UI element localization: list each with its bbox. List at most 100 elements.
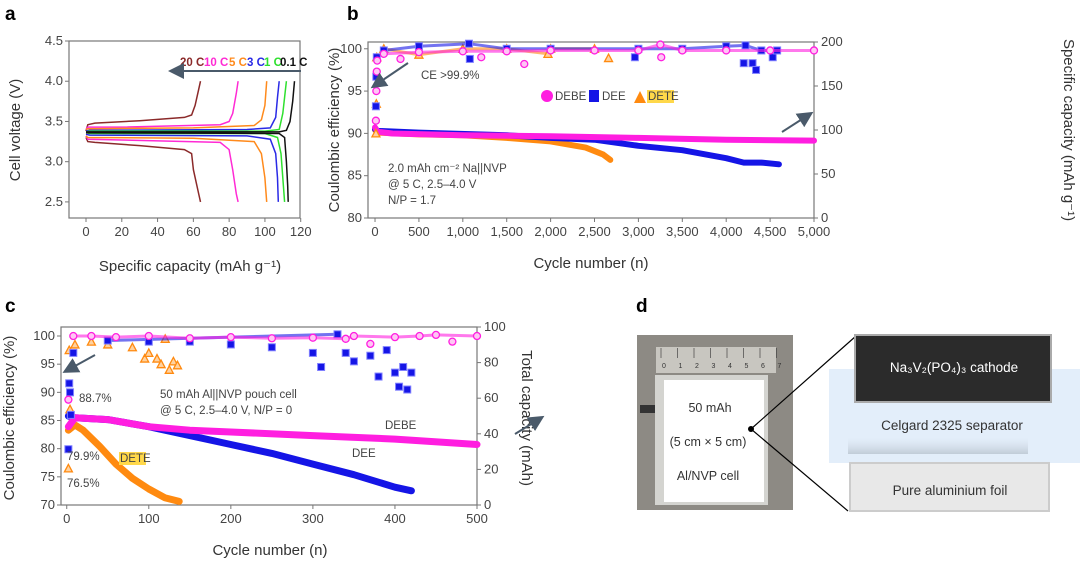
x-tick-label: 300 <box>302 511 324 526</box>
charge-curve-20-c <box>85 81 202 132</box>
ce-point-dee <box>226 340 235 349</box>
x-tick-label: 5,000 <box>798 224 831 239</box>
left-axis-arrow-b <box>370 62 409 89</box>
legend-dete-highlight <box>647 90 674 103</box>
ce-point-debe <box>722 46 731 55</box>
ce-point-debe <box>87 331 96 341</box>
x-tick-label: 500 <box>408 224 430 239</box>
y-tick-label: 80 <box>348 210 362 225</box>
x-tick-label: 1,000 <box>447 224 480 239</box>
panel-letter-a: a <box>5 4 16 25</box>
cathode-layer <box>854 334 1052 403</box>
legend-1c: 1 C <box>264 57 282 69</box>
chart-a-voltage-profiles: 0 20 40 60 80 100 120 2.5 3.0 3.5 4.0 4.5 <box>45 33 312 239</box>
chart-b-legend: DEBE DEE DETE <box>541 90 679 103</box>
pouch-cell-line-2: @ 5 C, 2.5–4.0 V, N/P = 0 <box>160 405 292 417</box>
ce-point-debe <box>477 53 486 62</box>
x-tick-label: 4,500 <box>754 224 787 239</box>
ce-point-debe <box>372 86 381 96</box>
chart-b-long-cycling-coin-cell: 0 500 1,000 1,500 2,000 2,500 3,000 3,500 4,000 4… <box>340 34 842 239</box>
x-tick-label: 100 <box>138 511 160 526</box>
discharge-curve-0-1-c <box>86 131 289 202</box>
y-tick-label: 90 <box>348 125 362 140</box>
y-tick-label: 80 <box>41 441 55 456</box>
ce-point-dee <box>308 348 317 357</box>
x-tick-label: 20 <box>115 224 129 239</box>
ce-point-debe <box>520 59 529 69</box>
ce-point-dee <box>69 348 78 357</box>
chart-c-xlabel: Cycle number (n) <box>212 542 327 559</box>
y-tick-label: 2.5 <box>45 194 63 209</box>
ce-point-debe <box>185 334 194 343</box>
ce-annotation: CE >99.9% <box>421 70 480 82</box>
legend-20c: 20 C <box>180 57 204 69</box>
aluminium-foil-layer <box>849 462 1050 512</box>
x-tick-label: 500 <box>466 511 488 526</box>
legend-dete: DETE <box>648 91 679 103</box>
panel-letter-d: d <box>636 296 648 317</box>
chart-b-y2label: Specific capacity (mAh g⁻¹) <box>1060 39 1077 221</box>
ce-point-debe <box>657 53 666 62</box>
debe-first-ce: 88.7% <box>79 393 112 405</box>
chart-c-pouch-cell-cycling: 0 100 200 300 400 500 70 75 80 85 90 95 100 0 20 40 60 80… <box>33 319 505 526</box>
ce-point-debe <box>414 48 424 57</box>
plot-frame <box>60 326 478 506</box>
panel-letter-b: b <box>347 4 359 25</box>
ce-point-dee <box>739 59 748 68</box>
photo-capacity: 50 mAh <box>688 401 731 415</box>
legend-5c: 5 C <box>229 57 247 69</box>
ce-point-dee <box>65 379 74 388</box>
ce-point-dee <box>741 41 750 50</box>
ruler-numbers: 0 1 2 3 4 5 6 7 <box>660 348 782 370</box>
separator-shadow <box>848 438 1028 454</box>
ce-point-debe <box>267 334 277 343</box>
ce-point-dee <box>371 102 380 111</box>
y2-tick-label: 40 <box>484 426 498 441</box>
y2-tick-label: 150 <box>821 78 843 93</box>
y-tick-label: 85 <box>348 168 362 183</box>
photo-label-area <box>664 380 764 502</box>
y2-tick-label: 60 <box>484 390 498 405</box>
discharge-curve-3-c <box>85 133 280 202</box>
x-tick-label: 1,500 <box>490 224 523 239</box>
y-tick-label: 4.0 <box>45 73 63 88</box>
x-tick-label: 0 <box>63 511 70 526</box>
ce-point-debe <box>226 332 235 342</box>
x-tick-label: 0 <box>82 224 89 239</box>
chart-c-ylabel: Coulombic efficiency (%) <box>1 336 18 501</box>
x-tick-label: 2,000 <box>534 224 567 239</box>
ce-point-dee <box>349 357 358 366</box>
ce-point-debe <box>349 331 359 341</box>
panel-letter-c: c <box>5 296 16 317</box>
legend-debe: DEBE <box>555 91 587 103</box>
y-tick-label: 3.0 <box>45 154 63 169</box>
legend-dete-marker <box>634 91 646 103</box>
y-tick-label: 70 <box>41 497 55 512</box>
ce-point-dee <box>748 59 757 68</box>
y-tick-label: 100 <box>340 41 362 56</box>
ce-point-debe <box>765 46 775 55</box>
ruler-number: 7 <box>778 363 782 370</box>
ce-point-debe <box>373 56 382 65</box>
ce-point-dee <box>403 385 412 394</box>
ce-point-dete <box>168 355 179 366</box>
ce-point-dee <box>390 368 399 377</box>
dee-first-ce: 79.9% <box>67 451 100 463</box>
ce-point-debe <box>472 331 482 341</box>
y-tick-label: 95 <box>348 83 362 98</box>
ce-point-debe <box>502 47 511 56</box>
legend-10c: 10 C <box>204 57 228 69</box>
ruler-number: 2 <box>695 363 699 370</box>
discharge-curve-20-c <box>85 137 202 203</box>
ce-point-dee <box>341 348 350 357</box>
photo-size: (5 cm × 5 cm) <box>670 435 747 449</box>
x-tick-label: 400 <box>384 511 406 526</box>
ce-point-dete <box>370 128 381 138</box>
ce-point-debe <box>372 67 381 76</box>
capacity-series-debe <box>372 124 817 144</box>
ce-point-debe <box>431 330 441 340</box>
x-tick-label: 2,500 <box>578 224 611 239</box>
ce-band-debe <box>383 42 814 56</box>
ruler <box>656 347 776 373</box>
chart-b-ylabel: Coulombic efficiency (%) <box>326 48 343 213</box>
